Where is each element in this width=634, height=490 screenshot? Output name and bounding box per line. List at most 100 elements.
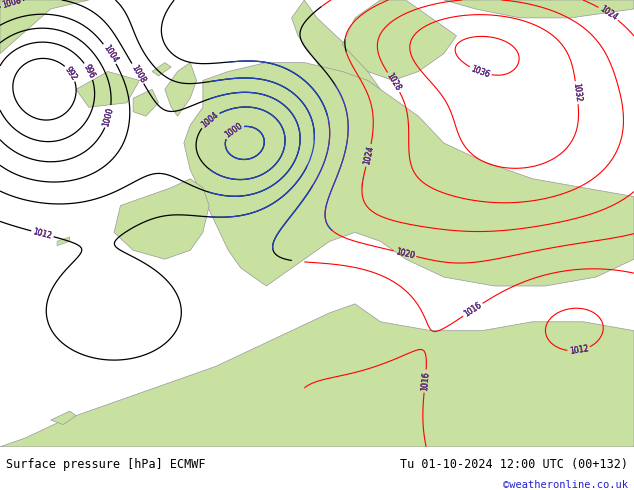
Point	[0, 443, 5, 451]
Text: 996: 996	[82, 63, 96, 80]
Text: 1020: 1020	[394, 247, 415, 260]
Polygon shape	[57, 237, 70, 246]
Text: 1000: 1000	[102, 106, 115, 127]
Point	[0, 443, 5, 451]
Point	[0, 443, 5, 451]
Point	[0, 443, 5, 451]
Text: 1008: 1008	[129, 63, 146, 84]
Text: 1004: 1004	[200, 110, 220, 129]
Text: 992: 992	[63, 65, 79, 82]
Text: 1004: 1004	[101, 43, 119, 64]
Text: 996: 996	[82, 63, 96, 80]
Point	[0, 443, 5, 451]
Polygon shape	[76, 72, 139, 107]
Polygon shape	[184, 63, 634, 286]
Point	[0, 443, 5, 451]
Text: 1024: 1024	[362, 145, 375, 166]
Point	[0, 443, 5, 451]
Point	[0, 443, 5, 451]
Point	[0, 443, 5, 451]
Text: 1012: 1012	[569, 344, 589, 356]
Text: 1008: 1008	[129, 63, 146, 84]
Text: 1036: 1036	[470, 64, 491, 79]
Point	[0, 443, 5, 451]
Text: 1008: 1008	[1, 0, 22, 10]
Text: 1004: 1004	[200, 110, 220, 129]
Polygon shape	[165, 63, 197, 116]
Text: 992: 992	[63, 65, 79, 82]
Text: 1020: 1020	[394, 247, 415, 260]
Point	[0, 443, 5, 451]
Point	[0, 443, 5, 451]
Polygon shape	[292, 0, 406, 134]
Text: 1016: 1016	[462, 301, 483, 319]
Text: 1024: 1024	[598, 4, 619, 23]
Point	[0, 443, 5, 451]
Point	[0, 443, 5, 451]
Text: 1016: 1016	[420, 371, 430, 391]
Point	[0, 443, 5, 451]
Text: 1028: 1028	[385, 72, 403, 93]
Text: 1036: 1036	[470, 64, 491, 79]
Text: 1016: 1016	[420, 371, 430, 391]
Text: 1024: 1024	[598, 4, 619, 23]
Text: 1008: 1008	[1, 0, 22, 10]
Polygon shape	[0, 0, 89, 53]
Polygon shape	[0, 304, 634, 447]
Text: 1000: 1000	[223, 121, 243, 140]
Polygon shape	[342, 0, 456, 80]
Polygon shape	[152, 63, 171, 76]
Point	[0, 443, 5, 451]
Text: 1016: 1016	[420, 371, 430, 391]
Text: 1008: 1008	[1, 0, 22, 10]
Text: 1024: 1024	[362, 145, 375, 166]
Text: Tu 01-10-2024 12:00 UTC (00+132): Tu 01-10-2024 12:00 UTC (00+132)	[399, 458, 628, 470]
Point	[0, 443, 5, 451]
Text: 1004: 1004	[101, 43, 119, 64]
Text: 1012: 1012	[569, 344, 589, 356]
Text: 1012: 1012	[32, 227, 53, 241]
Text: 1028: 1028	[385, 72, 403, 93]
Point	[0, 443, 5, 451]
Polygon shape	[51, 411, 76, 424]
Text: 1036: 1036	[470, 64, 491, 79]
Point	[0, 443, 5, 451]
Point	[0, 443, 5, 451]
Point	[0, 443, 5, 451]
Text: 1012: 1012	[569, 344, 589, 356]
Point	[0, 443, 5, 451]
Polygon shape	[444, 0, 634, 18]
Text: 1000: 1000	[223, 121, 243, 140]
Point	[0, 443, 5, 451]
Text: 1012: 1012	[32, 227, 53, 241]
Text: 1032: 1032	[571, 82, 583, 103]
Text: 1008: 1008	[129, 63, 146, 84]
Text: Surface pressure [hPa] ECMWF: Surface pressure [hPa] ECMWF	[6, 458, 206, 470]
Text: 1000: 1000	[223, 121, 243, 140]
Point	[0, 443, 5, 451]
Point	[0, 443, 5, 451]
Text: 1000: 1000	[102, 106, 115, 127]
Text: 1004: 1004	[101, 43, 119, 64]
Point	[0, 443, 5, 451]
Polygon shape	[114, 179, 209, 259]
Text: 992: 992	[63, 65, 79, 82]
Point	[0, 443, 5, 451]
Point	[0, 443, 5, 451]
Point	[0, 443, 5, 451]
Point	[0, 443, 5, 451]
Text: 1020: 1020	[394, 247, 415, 260]
Polygon shape	[133, 89, 158, 116]
Point	[0, 443, 5, 451]
Text: ©weatheronline.co.uk: ©weatheronline.co.uk	[503, 480, 628, 490]
Point	[0, 443, 5, 451]
Point	[0, 443, 5, 451]
Point	[0, 443, 5, 451]
Text: 1024: 1024	[598, 4, 619, 23]
Text: 1016: 1016	[462, 301, 483, 319]
Text: 996: 996	[82, 63, 96, 80]
Text: 1000: 1000	[102, 106, 115, 127]
Point	[0, 443, 5, 451]
Text: 1024: 1024	[362, 145, 375, 166]
Point	[0, 443, 5, 451]
